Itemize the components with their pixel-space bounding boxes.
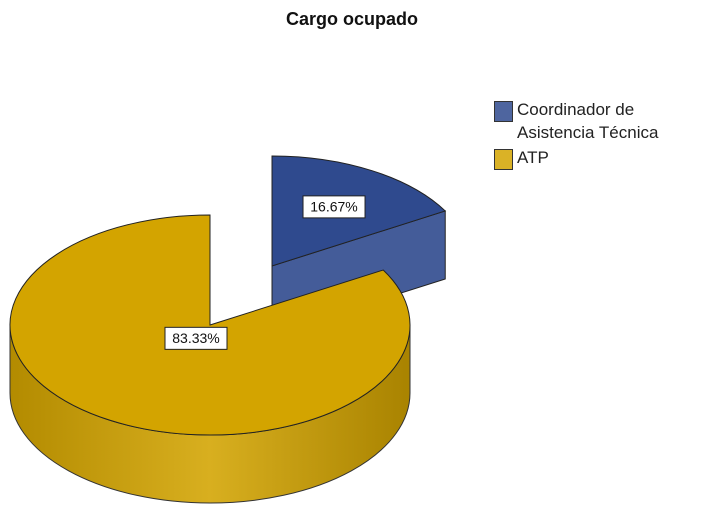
legend-item: ATP	[494, 146, 684, 170]
data-label-box	[164, 326, 228, 350]
legend: Coordinador de Asistencia Técnica ATP	[494, 98, 684, 172]
chart-title: Cargo ocupado	[286, 9, 418, 29]
legend-swatch	[494, 101, 513, 122]
data-label: 16.67%	[310, 199, 357, 215]
legend-swatch	[494, 149, 513, 170]
legend-item: Coordinador de Asistencia Técnica	[494, 98, 684, 144]
data-label: 83.33%	[172, 330, 219, 346]
data-label-box	[302, 195, 366, 219]
legend-label: ATP	[517, 148, 549, 167]
slice	[9, 214, 411, 436]
legend-label: Coordinador de Asistencia Técnica	[517, 100, 659, 142]
